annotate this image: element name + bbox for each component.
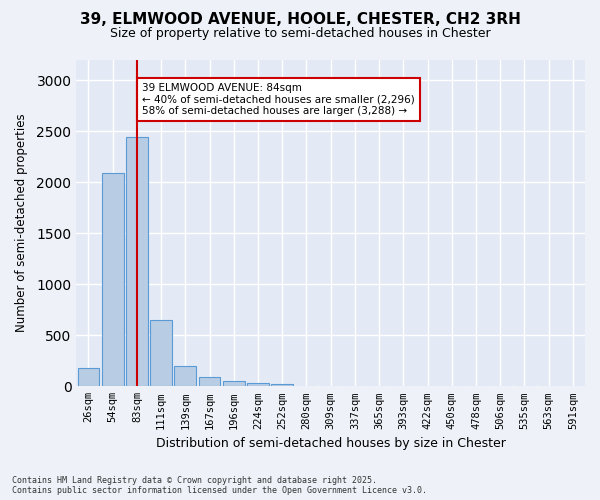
Bar [199, 377, 220, 386]
Bar [77, 368, 100, 386]
Text: Size of property relative to semi-detached houses in Chester: Size of property relative to semi-detach… [110, 28, 490, 40]
Bar [247, 382, 269, 386]
Text: 39, ELMWOOD AVENUE, HOOLE, CHESTER, CH2 3RH: 39, ELMWOOD AVENUE, HOOLE, CHESTER, CH2 … [80, 12, 520, 28]
Bar [102, 173, 124, 386]
Bar [271, 384, 293, 386]
Bar [150, 320, 172, 386]
Text: 39 ELMWOOD AVENUE: 84sqm
← 40% of semi-detached houses are smaller (2,296)
58% o: 39 ELMWOOD AVENUE: 84sqm ← 40% of semi-d… [142, 83, 415, 116]
X-axis label: Distribution of semi-detached houses by size in Chester: Distribution of semi-detached houses by … [156, 437, 506, 450]
Bar [223, 380, 245, 386]
Bar [126, 138, 148, 386]
Y-axis label: Number of semi-detached properties: Number of semi-detached properties [15, 114, 28, 332]
Text: Contains HM Land Registry data © Crown copyright and database right 2025.
Contai: Contains HM Land Registry data © Crown c… [12, 476, 427, 495]
Bar [175, 366, 196, 386]
